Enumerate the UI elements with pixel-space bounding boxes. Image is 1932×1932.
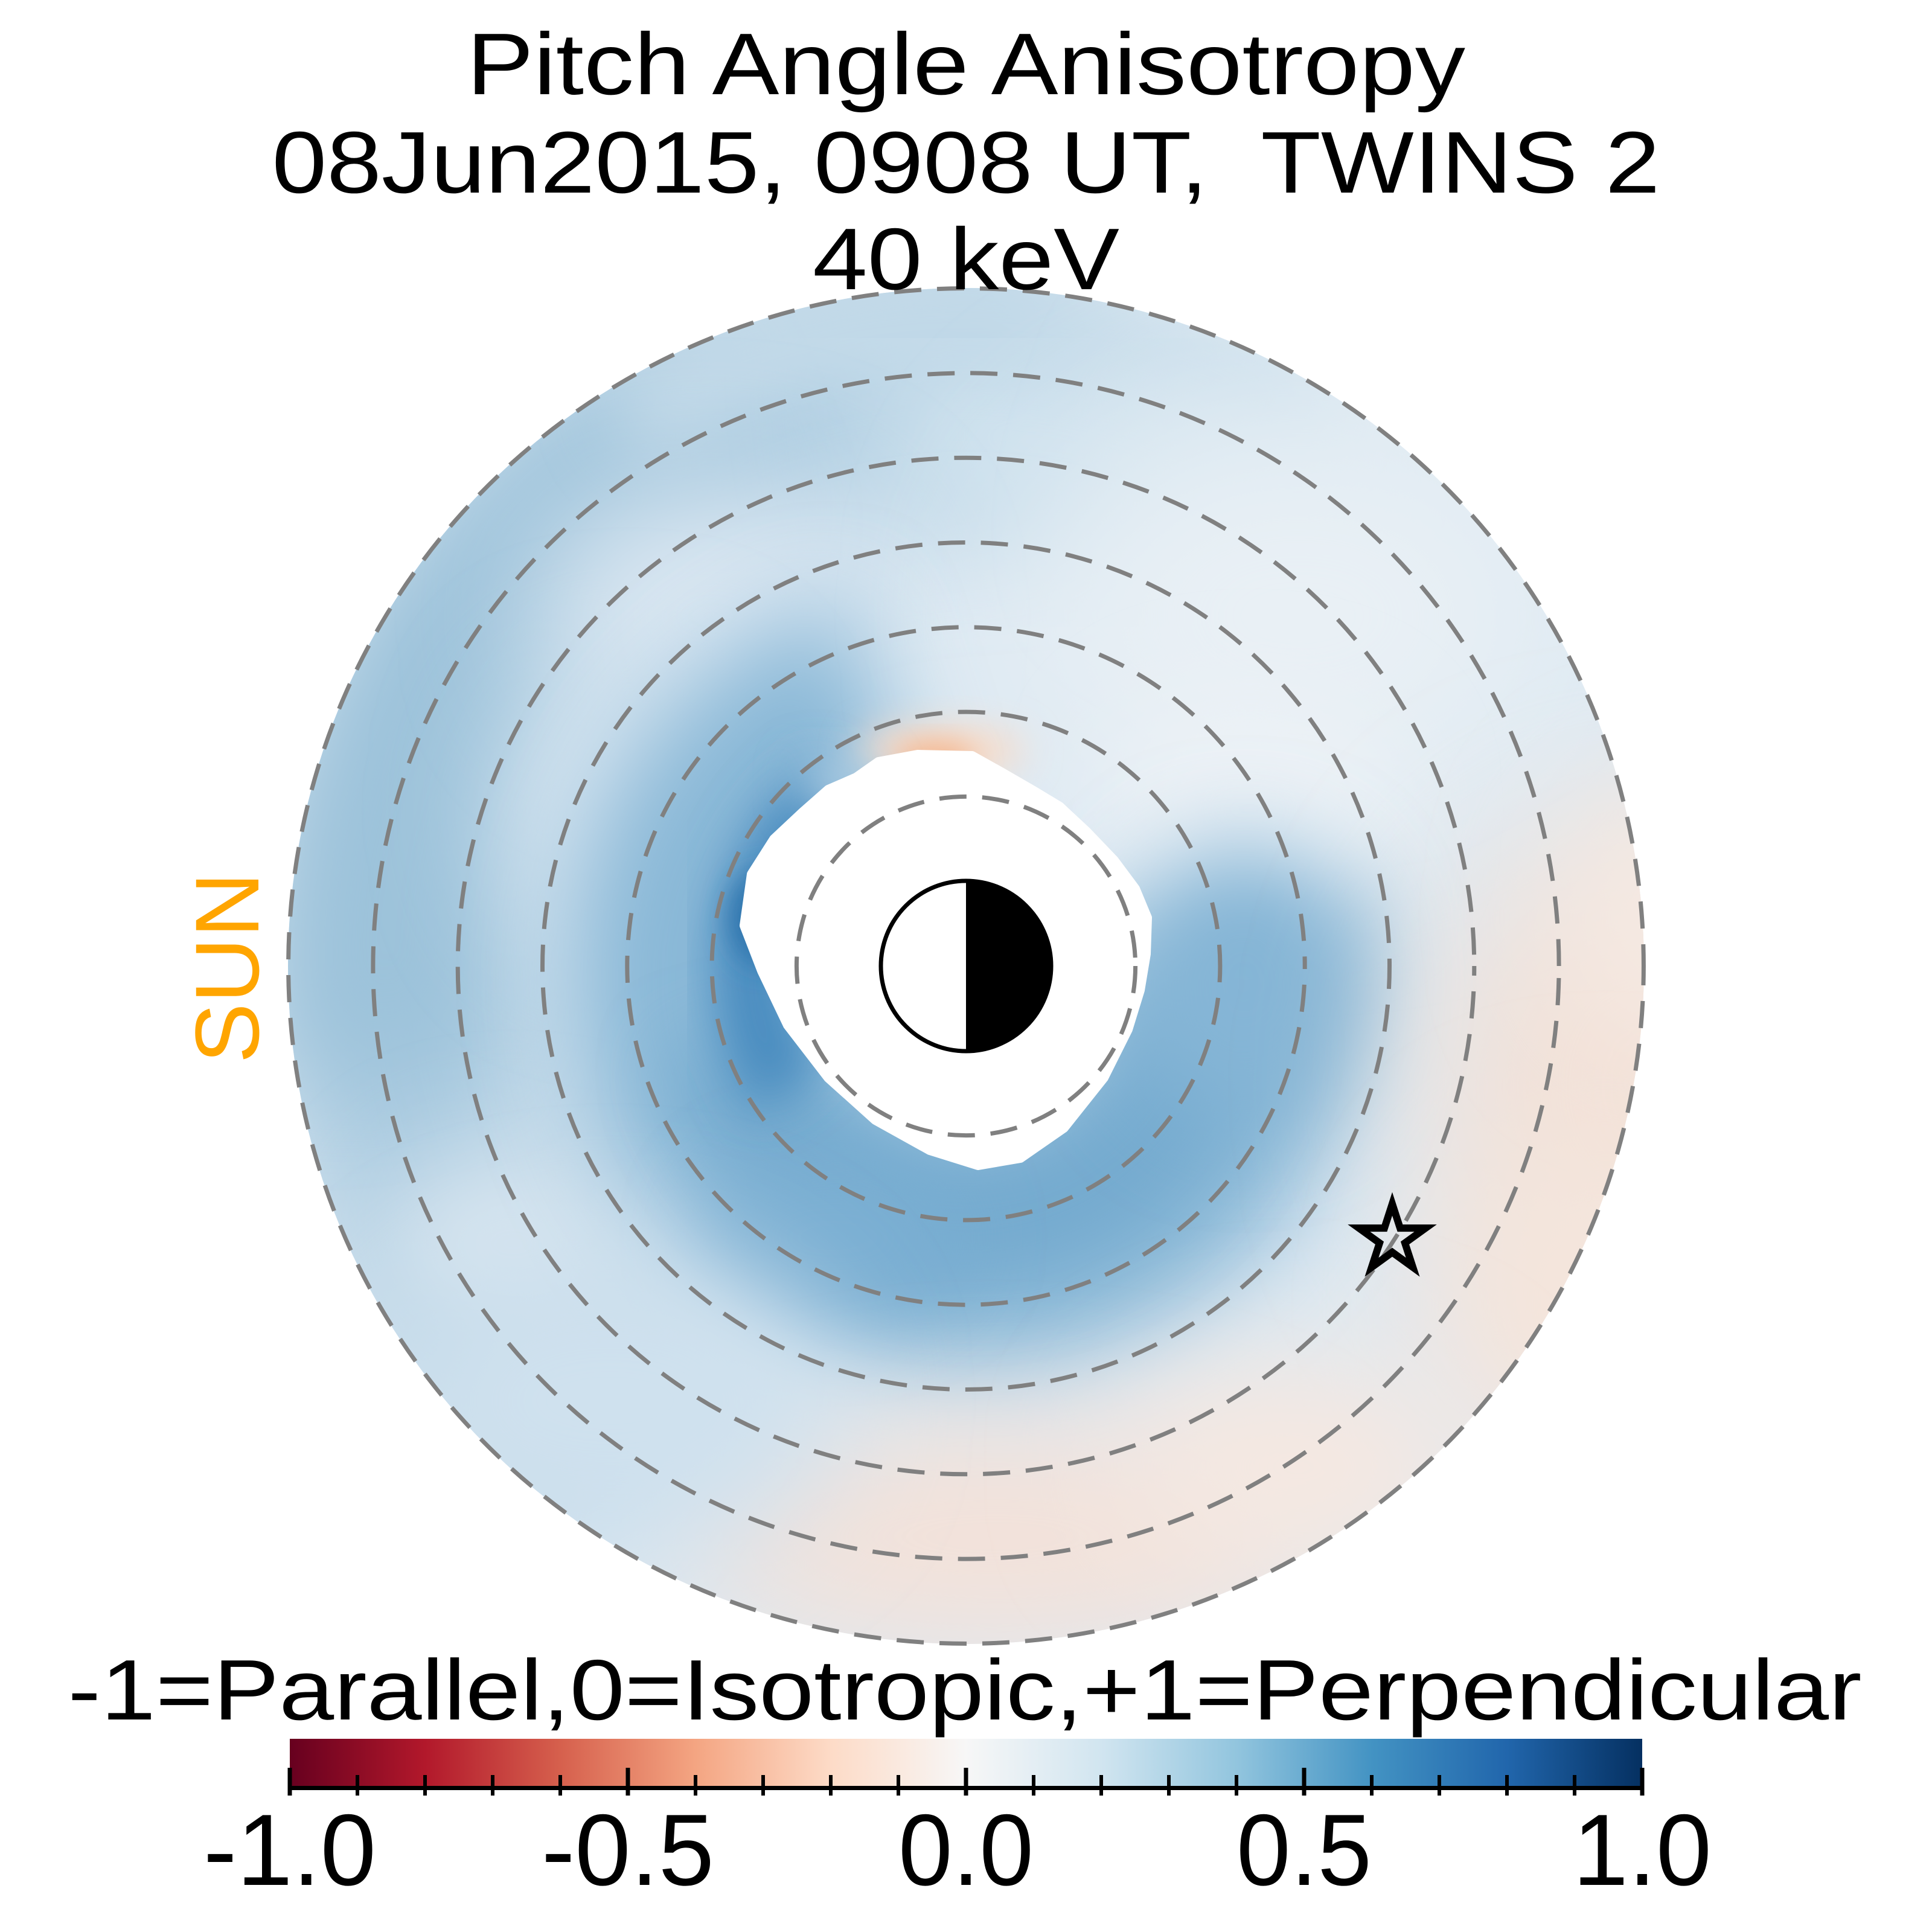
svg-text:Pitch Angle Anisotropy: Pitch Angle Anisotropy (467, 15, 1466, 113)
svg-text:-0.5: -0.5 (542, 1793, 714, 1907)
svg-text:-1.0: -1.0 (203, 1793, 376, 1907)
svg-text:-1=Parallel,0=Isotropic,+1=Per: -1=Parallel,0=Isotropic,+1=Perpendicular (68, 1642, 1862, 1738)
svg-text:0.0: 0.0 (898, 1793, 1034, 1907)
svg-text:0.5: 0.5 (1236, 1793, 1372, 1907)
svg-text:1.0: 1.0 (1573, 1793, 1712, 1907)
svg-text:08Jun2015, 0908 UT, TWINS 2: 08Jun2015, 0908 UT, TWINS 2 (272, 114, 1660, 211)
svg-text:SUN: SUN (176, 872, 278, 1064)
svg-text:40 keV: 40 keV (813, 210, 1119, 308)
